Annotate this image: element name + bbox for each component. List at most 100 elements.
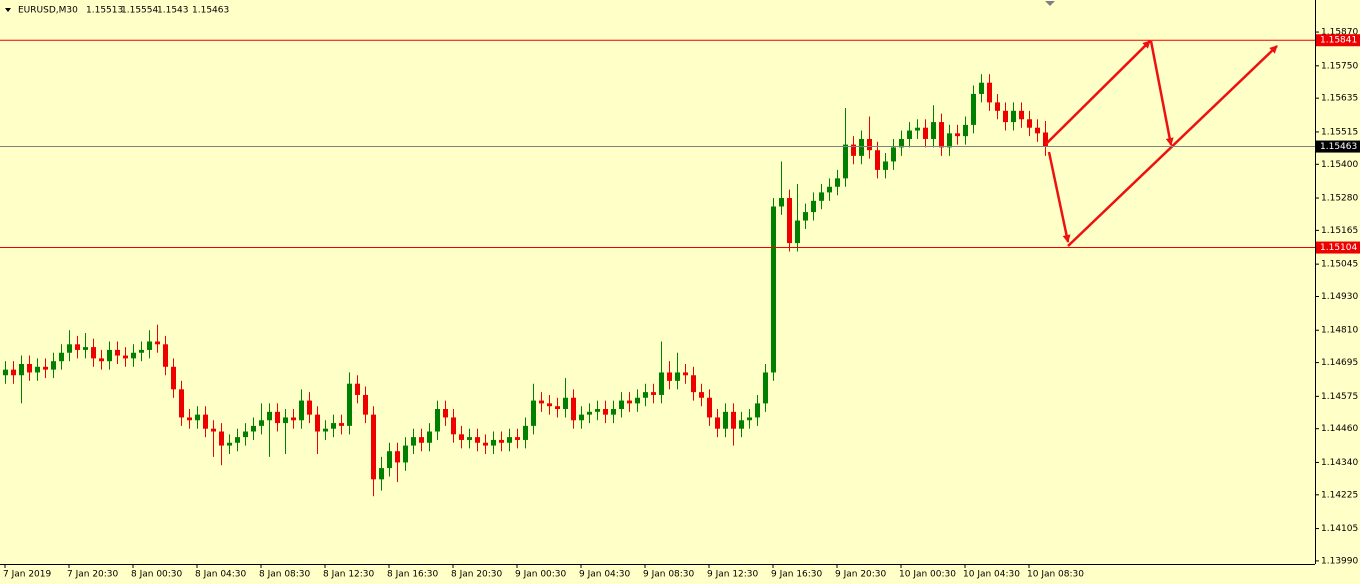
candle-body	[107, 349, 112, 362]
candle-body	[35, 366, 40, 373]
candle-body	[19, 363, 24, 376]
candle-body	[515, 437, 520, 440]
candle-body	[915, 127, 920, 131]
candle-body	[59, 352, 64, 362]
price-label: 1.15104	[1320, 243, 1357, 253]
candle-body	[91, 347, 96, 359]
menu-triangle[interactable]	[5, 8, 11, 12]
candle-body	[523, 425, 528, 440]
arrow	[1045, 40, 1151, 145]
y-tick-label: 1.14575	[1321, 392, 1358, 402]
candle-body	[739, 420, 744, 429]
y-tick-label: 1.13990	[1321, 556, 1358, 566]
candle-body	[43, 366, 48, 370]
candle-body	[1003, 110, 1008, 123]
candle-body	[355, 383, 360, 395]
y-tick-label: 1.15280	[1321, 194, 1358, 204]
candle-body	[467, 437, 472, 440]
candle-body	[923, 127, 928, 139]
candle-body	[827, 186, 832, 193]
price-label-box	[1316, 140, 1360, 153]
candle-body	[155, 341, 160, 345]
candle-body	[27, 363, 32, 373]
candle-body	[451, 417, 456, 435]
price-label-box	[1316, 34, 1360, 47]
candle-body	[579, 414, 584, 421]
candle-body	[99, 358, 104, 362]
candle-body	[627, 400, 632, 404]
candle-body	[347, 383, 352, 426]
candle-body	[475, 437, 480, 443]
candle-body	[891, 147, 896, 162]
candle-body	[131, 352, 136, 359]
candle-body	[331, 423, 336, 429]
candle-body	[499, 439, 504, 443]
candle-body	[531, 400, 536, 426]
candle-body	[971, 93, 976, 125]
candle-body	[955, 133, 960, 137]
candle-body	[1019, 110, 1024, 120]
candle-body	[931, 122, 936, 139]
candle-body	[763, 372, 768, 404]
candle-body	[875, 150, 880, 170]
candle-body	[1027, 119, 1032, 128]
y-tick-label: 1.15870	[1321, 28, 1358, 38]
candle-body	[899, 138, 904, 148]
candle-body	[211, 428, 216, 432]
candle-body	[419, 437, 424, 443]
candle-body	[635, 397, 640, 404]
candle-body	[683, 372, 688, 376]
x-tick-label: 9 Jan 04:30	[579, 570, 631, 580]
candle-body	[939, 122, 944, 148]
candle-body	[171, 366, 176, 390]
candle-body	[651, 392, 656, 395]
candle-body	[659, 372, 664, 395]
candle-body	[203, 414, 208, 429]
candle-body	[283, 417, 288, 424]
x-tick-label: 10 Jan 00:30	[899, 570, 956, 580]
candle-body	[979, 82, 984, 94]
candle-body	[667, 372, 672, 381]
candle-body	[195, 414, 200, 421]
candle-body	[67, 344, 72, 353]
candle-body	[435, 409, 440, 432]
candle-body	[379, 468, 384, 480]
y-tick-label: 1.14105	[1321, 524, 1358, 534]
shift-marker	[1045, 1, 1055, 6]
candle-body	[867, 138, 872, 151]
candle-body	[299, 400, 304, 421]
candle-body	[787, 198, 792, 244]
candle-body	[251, 425, 256, 432]
x-tick-label: 8 Jan 04:30	[195, 570, 247, 580]
candle-body	[363, 394, 368, 415]
x-tick-label: 9 Jan 16:30	[771, 570, 823, 580]
candle-body	[3, 369, 8, 376]
candle-body	[411, 437, 416, 446]
candle-body	[547, 403, 552, 407]
candle-body	[267, 411, 272, 421]
candle-body	[507, 437, 512, 443]
candle-body	[883, 161, 888, 170]
y-tick-label: 1.15750	[1321, 61, 1358, 71]
candle-body	[795, 220, 800, 244]
candle-body	[539, 400, 544, 404]
candle-body	[675, 372, 680, 381]
x-tick-label: 7 Jan 20:30	[67, 570, 119, 580]
candle-body	[731, 411, 736, 429]
candle-body	[403, 445, 408, 463]
candle-body	[611, 409, 616, 415]
candle-body	[323, 428, 328, 432]
candle-body	[187, 417, 192, 421]
header-low: 1.1543	[157, 6, 189, 16]
candle-body	[459, 434, 464, 440]
candle-body	[555, 406, 560, 410]
candle-body	[995, 102, 1000, 111]
candle-body	[219, 431, 224, 446]
x-tick-label: 10 Jan 08:30	[1027, 570, 1084, 580]
x-tick-label: 8 Jan 20:30	[451, 570, 503, 580]
arrow	[1067, 45, 1278, 247]
candle-body	[643, 392, 648, 398]
candle-body	[11, 369, 16, 376]
